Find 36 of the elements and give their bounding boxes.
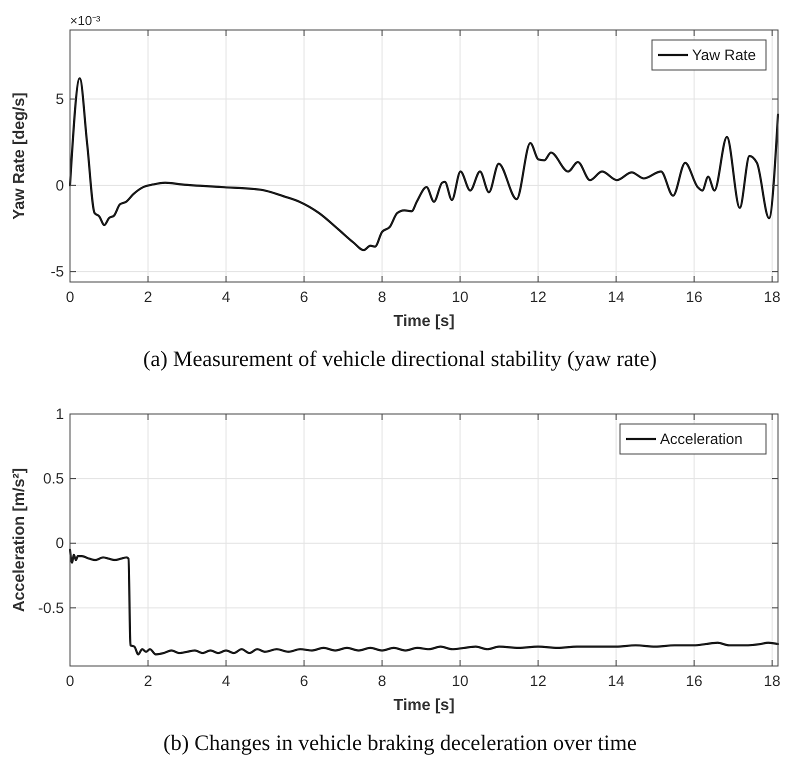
- line-series: [68, 77, 780, 252]
- x-tick-label: 12: [530, 673, 546, 690]
- y-axis-title: Acceleration [m/s²]: [11, 468, 28, 612]
- text: (a) Measurement of vehicle directional stability (yaw rate): [143, 346, 657, 371]
- y-tick-label: 0.5: [43, 470, 64, 488]
- x-axis-title: Time [s]: [393, 697, 455, 714]
- text: (b) Changes in vehicle braking deceleration over time: [163, 730, 637, 755]
- x-tick-label: 6: [300, 673, 308, 690]
- x-tick-label: 18: [764, 673, 780, 690]
- x-tick-label: 8: [378, 289, 386, 306]
- y-tick-label: 5: [56, 91, 64, 108]
- y-axis-title: Yaw Rate [deg/s]: [11, 92, 28, 220]
- y-tick-label: 1: [56, 406, 64, 423]
- text: ×10⁻³: [70, 13, 102, 28]
- x-tick-label: 12: [530, 289, 546, 306]
- x-tick-label: 2: [144, 673, 152, 690]
- x-tick-label: 2: [144, 289, 152, 306]
- x-tick-label: 18: [764, 289, 780, 306]
- x-tick-label: 16: [686, 673, 702, 690]
- x-tick-label: 14: [608, 673, 624, 690]
- x-tick-label: 8: [378, 673, 386, 690]
- x-tick-label: 10: [452, 289, 468, 306]
- x-tick-label: 6: [300, 289, 308, 306]
- line-series: [68, 548, 780, 656]
- x-tick-label: 14: [608, 289, 624, 306]
- x-axis-title: Time [s]: [393, 313, 455, 330]
- y-tick-label: 0: [56, 535, 64, 552]
- y-tick-label: 0: [56, 177, 64, 194]
- x-tick-label: 10: [452, 673, 468, 690]
- x-tick-label: 4: [222, 289, 230, 306]
- legend-label: Acceleration: [660, 431, 743, 448]
- legend-label: Yaw Rate: [692, 47, 756, 64]
- y-tick-label: -0.5: [38, 600, 64, 617]
- x-tick-label: 4: [222, 673, 230, 690]
- y-tick-label: -5: [50, 264, 64, 281]
- x-tick-label: 16: [686, 289, 702, 306]
